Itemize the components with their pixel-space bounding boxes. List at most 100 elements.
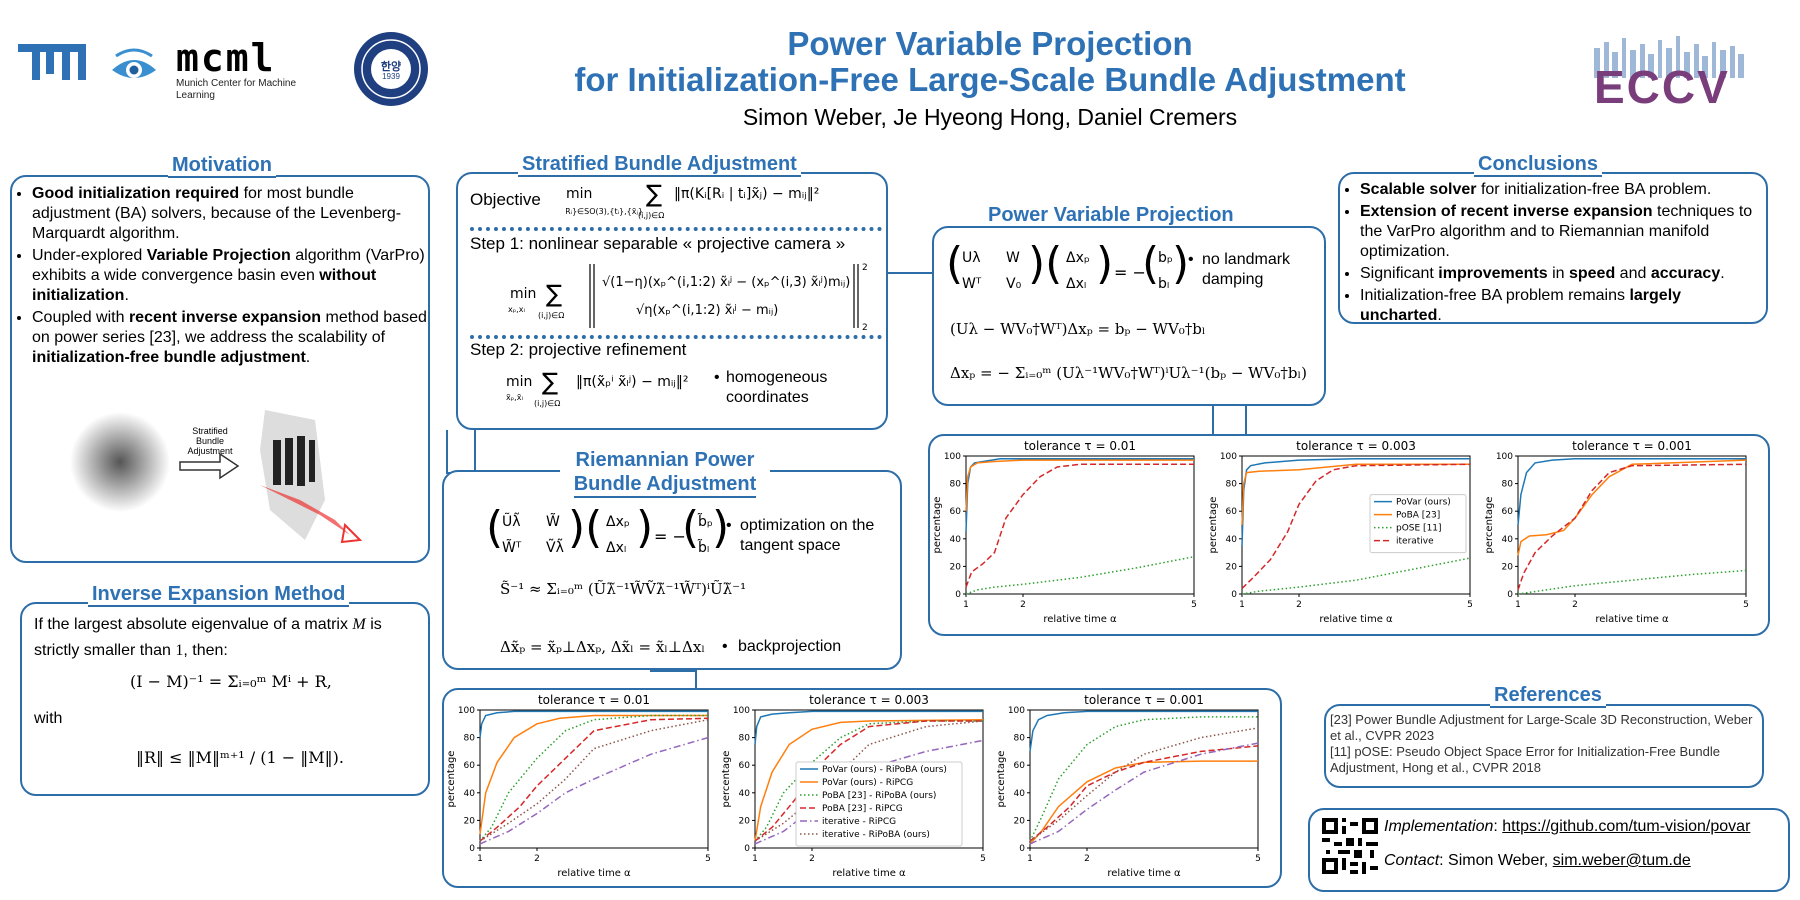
series-line-2 xyxy=(1029,716,1258,842)
svg-text:): ) xyxy=(1172,240,1186,289)
plot-frame xyxy=(479,709,709,849)
motivation-bullet-2-bold: Variable Projection xyxy=(146,247,291,264)
x-axis-label: relative time α xyxy=(1107,868,1181,879)
svg-text:bₚ: bₚ xyxy=(1158,250,1173,266)
conclusions-box xyxy=(1338,172,1768,324)
y-tick-label: 80 xyxy=(1226,480,1238,490)
stratified-title: Stratified Bundle Adjustment xyxy=(518,153,801,177)
x-axis-label: relative time α xyxy=(1319,614,1393,625)
motivation-bullet-3-pre: Coupled with xyxy=(32,309,129,326)
legend-entry: PoBA [23] - RiPCG xyxy=(822,804,903,814)
svg-text:): ) xyxy=(636,504,653,553)
series-line-0 xyxy=(1517,458,1746,526)
y-tick-label: 40 xyxy=(1226,535,1238,545)
riemannian-title: Riemannian Power Bundle Adjustment xyxy=(560,448,770,498)
y-tick-label: 20 xyxy=(1014,816,1026,826)
series-line-0 xyxy=(479,710,708,738)
legend-entry: iterative - RiPCG xyxy=(822,817,896,827)
y-tick-label: 20 xyxy=(739,816,751,826)
svg-text:∑: ∑ xyxy=(646,180,662,208)
eccv-skyline-icon xyxy=(1594,36,1744,78)
conclusions-bullet-3-mid2: and xyxy=(1615,265,1651,282)
series-line-1 xyxy=(965,459,1194,512)
x-tick-label: 5 xyxy=(1743,600,1749,610)
motivation-bullet-2-bold2: without initialization xyxy=(32,267,377,304)
hanyang-seal-icon xyxy=(354,32,428,106)
hanyang-seal-year: 1939 xyxy=(382,72,400,81)
hanyang-seal: 한양 1939 xyxy=(352,30,430,108)
legend-entry: PoVar (ours) - RiPCG xyxy=(822,778,913,788)
inverse-expansion-with: with xyxy=(34,710,63,727)
y-tick-label: 100 xyxy=(1008,706,1025,716)
conclusions-text: Scalable solver for initialization-free … xyxy=(1344,180,1764,328)
svg-text:(i,j)∈Ω: (i,j)∈Ω xyxy=(534,399,560,408)
pvp-expansion-equation: Δxₚ = − Σᵢ₌₀ᵐ (Uλ⁻¹WV₀†Wᵀ)ⁱUλ⁻¹(bₚ − WV₀… xyxy=(950,364,1308,382)
y-tick-label: 100 xyxy=(1220,452,1237,462)
chart-legend: PoVar (ours) PoBA [23] pOSE [11] iterative xyxy=(1369,494,1467,554)
motivation-bullet-2-pre: Under-explored xyxy=(32,247,147,264)
svg-text:xₚ,xₗ: xₚ,xₗ xyxy=(508,305,525,314)
pvp-system-graphic: ( Uλ W Wᵀ V₀ )( Δxₚ Δxₗ ) = − ( bₚ bₗ ) xyxy=(946,238,1189,292)
legend-entry: iterative - RiPoBA (ours) xyxy=(822,830,930,840)
reference-item-23: [23] Power Bundle Adjustment for Large-S… xyxy=(1330,712,1753,743)
y-tick-label: 80 xyxy=(739,734,751,744)
y-axis-label: percentage xyxy=(932,497,943,554)
eye-logo xyxy=(110,46,158,86)
y-tick-label: 0 xyxy=(1507,590,1513,600)
stratified-separator-1 xyxy=(470,227,882,231)
arrow-icon xyxy=(179,452,240,480)
connector-strat-pvp xyxy=(888,272,932,274)
y-tick-label: 40 xyxy=(1502,535,1514,545)
connector-pvp-plots-2 xyxy=(1245,404,1247,434)
conclusions-bullet-4-pre: Initialization-free BA problem remains xyxy=(1360,287,1630,304)
contact-email-link[interactable]: sim.weber@tum.de xyxy=(1552,852,1691,869)
series-line-1 xyxy=(479,714,708,835)
inverse-expansion-eq2: ‖R‖ ≤ ‖M‖ᵐ⁺¹ / (1 − ‖M‖). xyxy=(136,748,344,767)
qr-code-icon[interactable] xyxy=(1322,818,1378,874)
plot-frame xyxy=(965,455,1195,595)
x-tick-label: 5 xyxy=(705,854,711,864)
plot-frame xyxy=(1517,455,1747,595)
step2-equation-graphic: min x̃ₚ,x̃ₗ ∑ (i,j)∈Ω ‖π(x̃ₚⁱ x̃ₗʲ) − mᵢ… xyxy=(506,368,688,408)
svg-text:W: W xyxy=(1006,250,1020,266)
svg-text:√η(xₚ^(i,1:2) x̃ₗʲ − mᵢⱼ): √η(xₚ^(i,1:2) x̃ₗʲ − mᵢⱼ) xyxy=(636,303,778,318)
y-tick-label: 60 xyxy=(950,507,962,517)
svg-text:b̃ₗ: b̃ₗ xyxy=(697,539,709,556)
motivation-bullet-3-bold: recent inverse expansion xyxy=(128,309,322,326)
inverse-expansion-var-m: M xyxy=(352,616,366,633)
svg-text:(i,j)∈Ω: (i,j)∈Ω xyxy=(638,211,664,220)
x-tick-label: 1 xyxy=(963,600,969,610)
svg-text:min: min xyxy=(566,186,592,202)
x-tick-label: 5 xyxy=(980,854,986,864)
legend-entry: iterative xyxy=(1396,537,1434,547)
series-line-1 xyxy=(754,718,984,842)
contact-name: Simon Weber, xyxy=(1448,852,1553,869)
series-line-3 xyxy=(965,463,1194,588)
chart-title: tolerance τ = 0.01 xyxy=(1024,439,1136,453)
y-axis-label: percentage xyxy=(446,751,457,808)
conclusions-bullet-3-pre: Significant xyxy=(1360,265,1439,282)
motivation-bullet-3-end: . xyxy=(305,349,311,366)
x-tick-label: 1 xyxy=(1239,600,1245,610)
chart-bottom-1: tolerance τ = 0.003 0 20 40 60 80 100 1 2 5 relati… xyxy=(721,693,986,879)
x-tick-label: 2 xyxy=(1572,600,1578,610)
svg-text:x̃ₚ,x̃ₗ: x̃ₚ,x̃ₗ xyxy=(506,393,523,402)
y-tick-label: 80 xyxy=(1014,734,1026,744)
y-axis-label: percentage xyxy=(996,751,1007,808)
reference-item-11: [11] pOSE: Pseudo Object Space Error for… xyxy=(1330,744,1720,775)
svg-text:b̃ₚ: b̃ₚ xyxy=(697,513,712,530)
series-line-4 xyxy=(1029,742,1259,845)
y-tick-label: 20 xyxy=(1226,562,1238,572)
inverse-expansion-text-3: , then: xyxy=(183,642,228,659)
svg-text:): ) xyxy=(712,504,726,553)
conclusions-bullet-4-bold: largely uncharted xyxy=(1360,287,1682,324)
riemannian-note1: • optimization on the tangent space xyxy=(726,517,875,554)
connector-strat-riem-2 xyxy=(446,430,476,474)
implementation-link[interactable]: https://github.com/tum-vision/povar xyxy=(1502,818,1751,835)
y-tick-label: 80 xyxy=(1502,480,1514,490)
svg-text:∑: ∑ xyxy=(542,368,558,396)
conclusions-title: Conclusions xyxy=(1474,153,1603,177)
qr-code[interactable] xyxy=(1322,818,1378,874)
x-tick-label: 2 xyxy=(534,854,540,864)
svg-text:W̃ᵀ: W̃ᵀ xyxy=(502,539,522,556)
